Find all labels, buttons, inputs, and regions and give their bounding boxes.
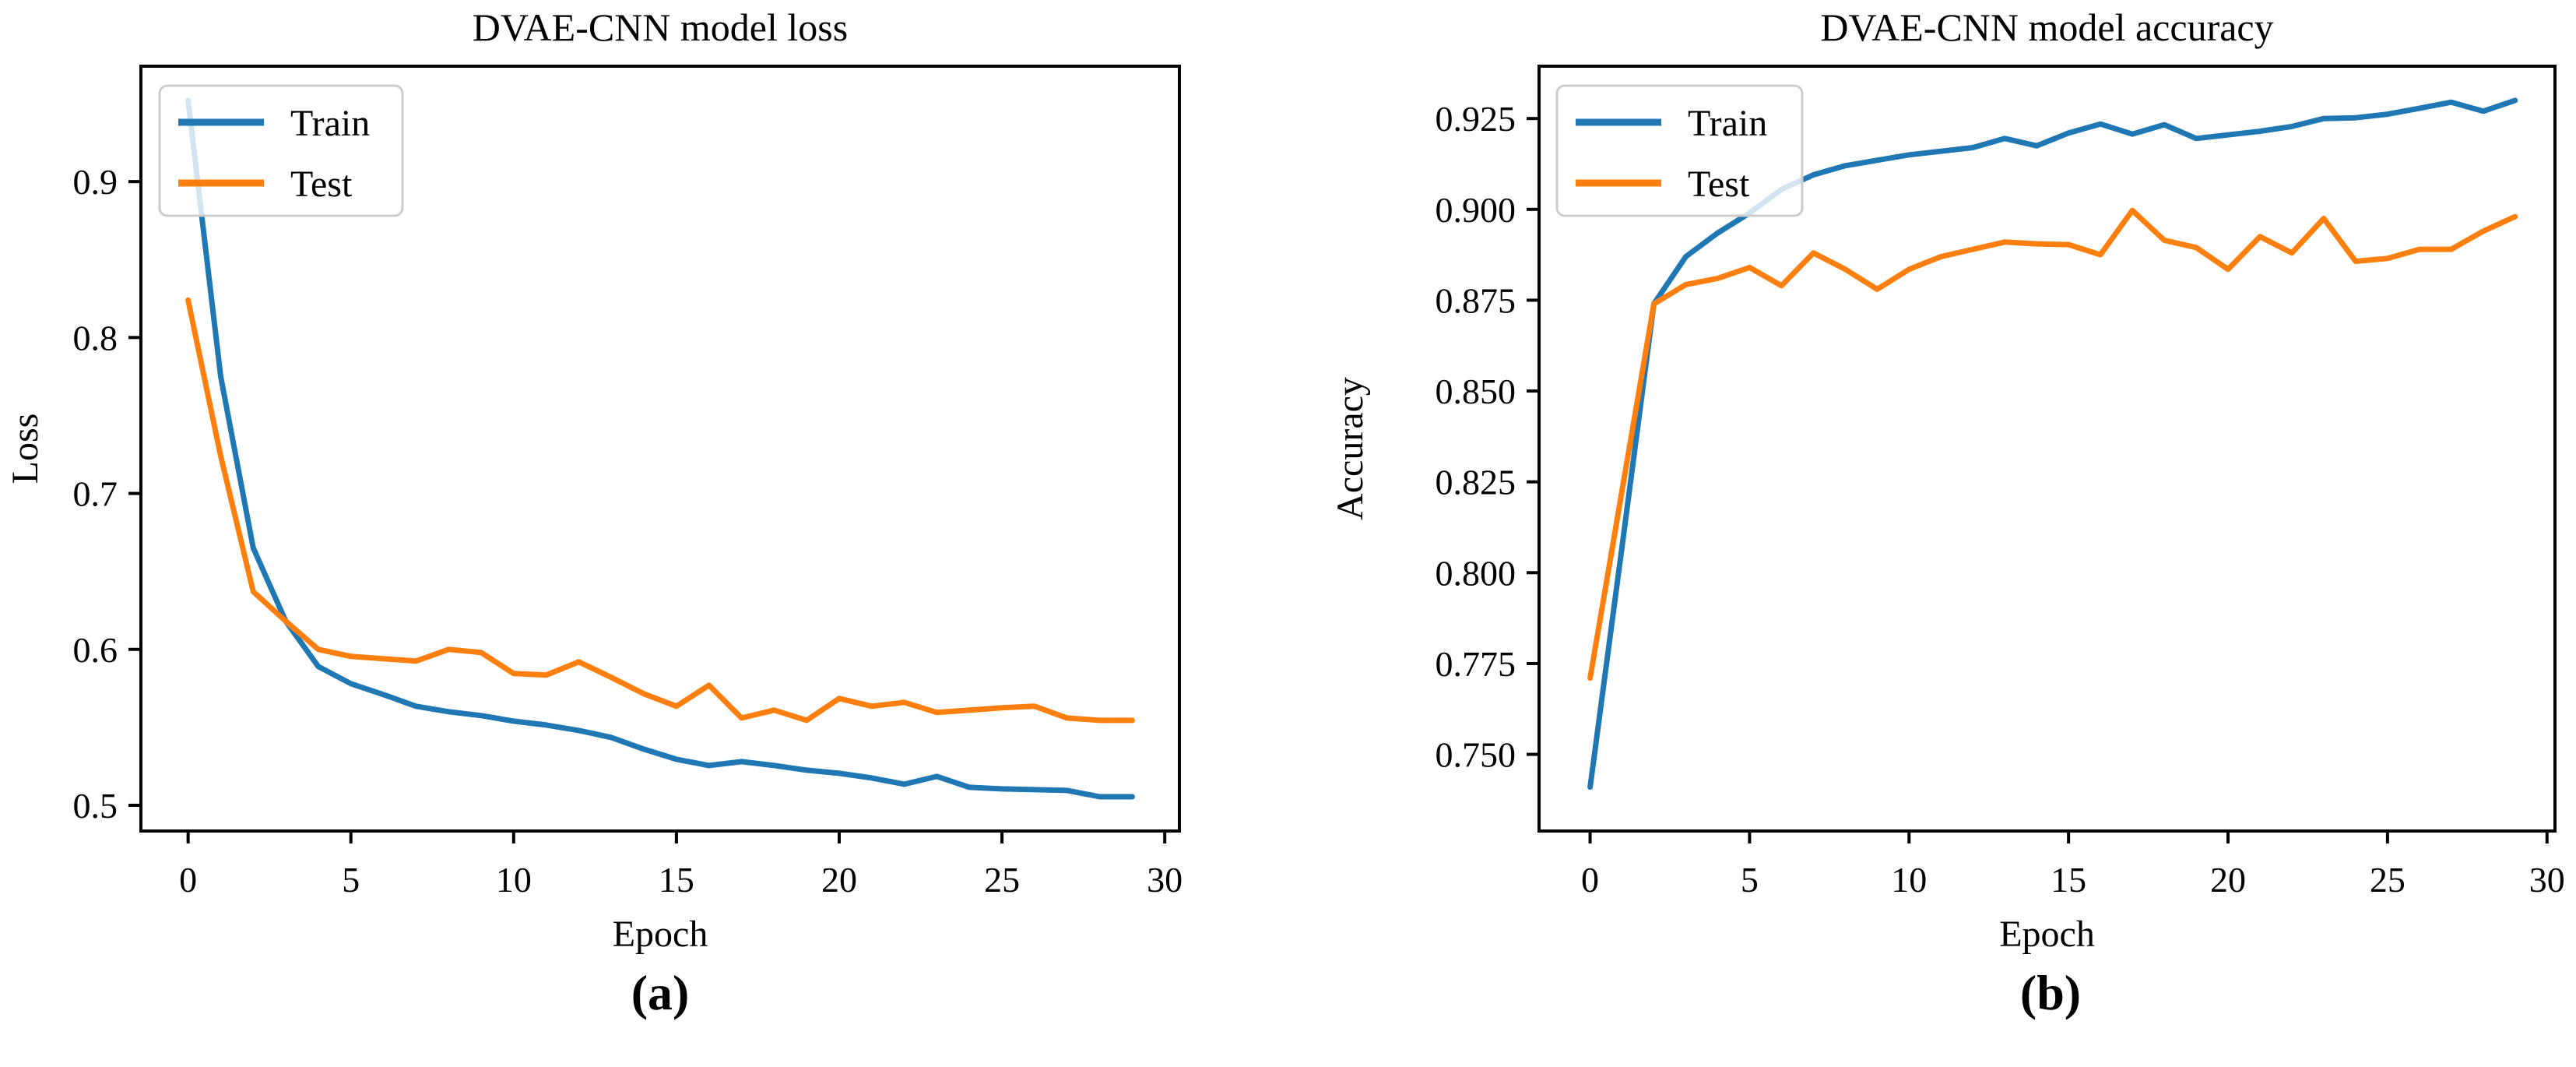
test-line (185, 297, 1135, 724)
legend-label-test: Test (290, 164, 353, 205)
x-axis-label: Epoch (1999, 914, 2095, 955)
test-line (1587, 207, 2518, 681)
legend-label-test: Test (1688, 164, 1750, 205)
y-tick-label: 0.5 (73, 786, 118, 826)
plot-border (139, 65, 1181, 833)
accuracy-chart: DVAE-CNN model accuracy Epoch Accuracy 0 5 10… (1330, 5, 2565, 955)
legend-label-train: Train (290, 103, 370, 144)
accuracy-panel: DVAE-CNN model accuracy Epoch Accuracy 0 5 10… (1288, 0, 2576, 1067)
y-tick-label: 0.9 (73, 162, 118, 202)
y-tick-label: 0.750 (1436, 735, 1516, 775)
x-tick-label: 25 (2370, 860, 2406, 900)
y-tick-label: 0.800 (1436, 553, 1516, 593)
x-tick-label: 30 (1147, 860, 1183, 900)
x-axis-label: Epoch (613, 914, 708, 955)
x-tick-label: 0 (179, 860, 197, 900)
x-tick-label: 10 (1891, 860, 1927, 900)
y-tick-label: 0.850 (1436, 372, 1516, 411)
x-tick-label: 15 (2051, 860, 2086, 900)
x-tick-label: 20 (821, 860, 857, 900)
x-tick-label: 20 (2210, 860, 2246, 900)
y-tick-label: 0.875 (1436, 280, 1516, 320)
y-tick-label: 0.775 (1436, 644, 1516, 684)
y-tick-label: 0.8 (73, 318, 118, 357)
legend-label-train: Train (1688, 103, 1767, 144)
x-tick-label: 15 (659, 860, 694, 900)
chart-title: DVAE-CNN model accuracy (1820, 5, 2273, 49)
loss-panel: DVAE-CNN model loss Epoch Loss 0 5 10 15 20 25 30… (5, 5, 1183, 1020)
y-tick-label: 0.825 (1436, 463, 1516, 502)
chart-title: DVAE-CNN model loss (473, 5, 848, 49)
y-axis-label: Accuracy (1330, 377, 1371, 520)
x-tick-label: 25 (984, 860, 1020, 900)
loss-caption: (a) (631, 965, 690, 1020)
plot-border (1538, 65, 2557, 833)
y-tick-label: 0.7 (73, 474, 118, 514)
y-axis-label: Loss (5, 414, 46, 484)
accuracy-caption: (b) (2019, 965, 2082, 1020)
train-line (185, 97, 1135, 800)
y-tick-label: 0.6 (73, 630, 118, 670)
x-tick-label: 30 (2529, 860, 2565, 900)
x-tick-label: 5 (342, 860, 360, 900)
loss-chart: DVAE-CNN model loss Epoch Loss 0 5 10 15 20 25 30… (5, 5, 1183, 955)
x-tick-label: 5 (1741, 860, 1759, 900)
x-tick-label: 0 (1581, 860, 1599, 900)
x-tick-label: 10 (496, 860, 532, 900)
y-tick-label: 0.925 (1436, 99, 1516, 139)
y-tick-label: 0.900 (1436, 190, 1516, 230)
